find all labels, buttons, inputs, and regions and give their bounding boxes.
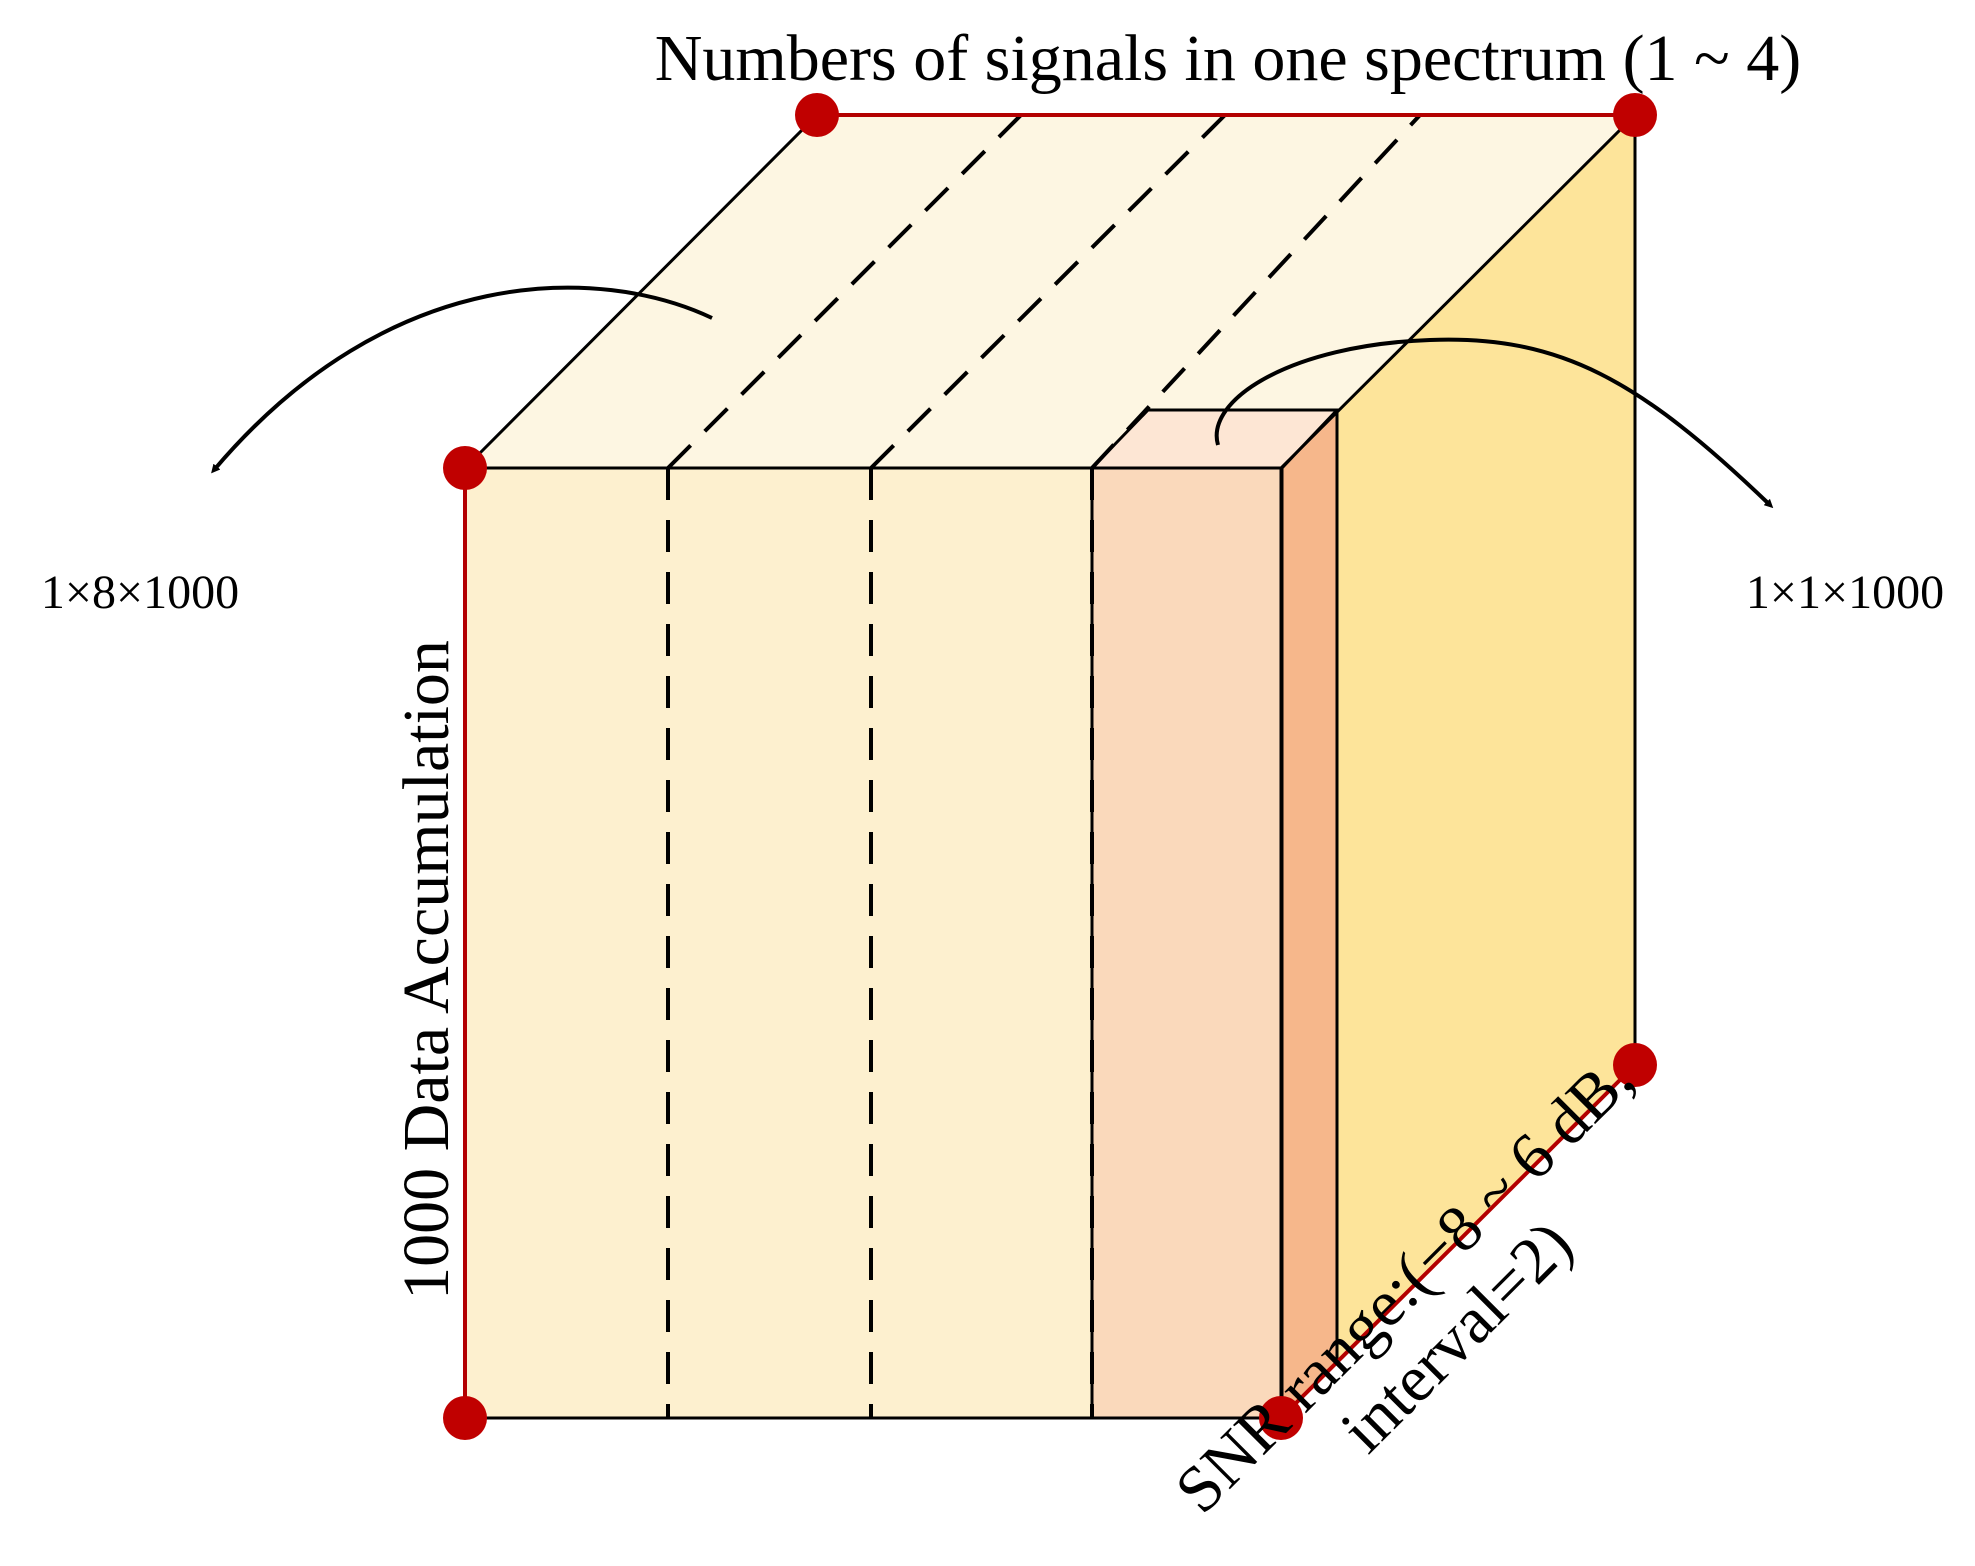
cube-right-face: [1281, 115, 1635, 1418]
corner-marker-front-bottom-right: [1259, 1396, 1303, 1440]
corner-marker-front-bottom-left: [443, 1396, 487, 1440]
signals-axis-label: Numbers of signals in one spectrum (1 ~ …: [655, 22, 1802, 95]
corner-marker-back-top-left: [795, 93, 839, 137]
left-dimension-label: 1×8×1000: [41, 566, 239, 619]
divider-top-1: [666, 113, 1023, 470]
slice-front-face: [1092, 468, 1282, 1418]
left-curved-arrow: [211, 285, 713, 474]
slice-top-outline: [1090, 408, 1341, 470]
divider-top-3: [1090, 113, 1422, 470]
slice-side-face: [1282, 410, 1337, 1418]
divider-top-2: [869, 113, 1227, 470]
slice-top-face: [1092, 410, 1337, 468]
corner-marker-back-top-right: [1613, 93, 1657, 137]
cube-top-right-edge: [1279, 113, 1637, 470]
depth-axis-label: 1000 Data Accumulation: [390, 640, 463, 1300]
snr-axis-edge: [1279, 1063, 1637, 1420]
right-dimension-label: 1×1×1000: [1746, 566, 1944, 619]
corner-marker-front-top-left: [443, 446, 487, 490]
corner-marker-back-bottom-right: [1613, 1043, 1657, 1087]
right-curved-arrow: [1214, 337, 1774, 509]
